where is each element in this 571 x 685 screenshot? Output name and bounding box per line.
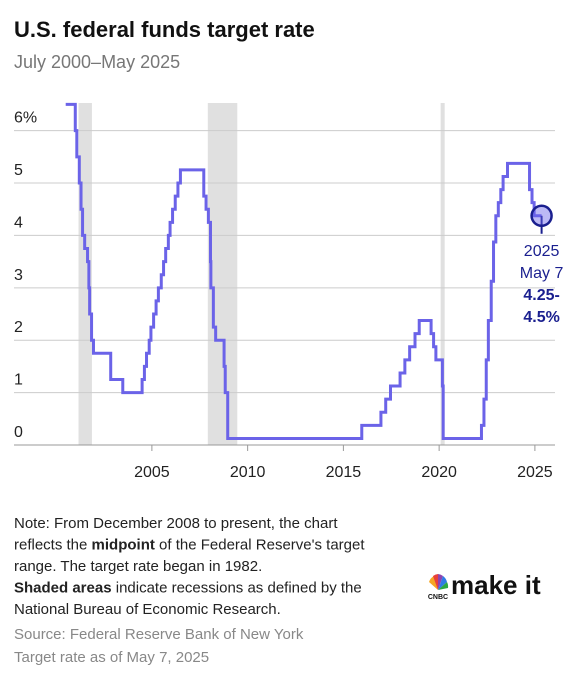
y-tick-label: 3 bbox=[14, 267, 23, 284]
recession-shade bbox=[440, 103, 445, 445]
note-line: Shaded areas indicate recessions as defi… bbox=[14, 580, 362, 597]
annotation: 2025 bbox=[524, 243, 560, 260]
note-run: midpoint bbox=[92, 537, 155, 554]
note-line: reflects the midpoint of the Federal Res… bbox=[14, 537, 365, 554]
peacock-icon bbox=[429, 574, 449, 590]
x-tick-label: 2025 bbox=[517, 464, 553, 481]
annotation: 4.5% bbox=[523, 309, 559, 326]
x-tick-label: 2015 bbox=[326, 464, 362, 481]
annotation: May 7 bbox=[520, 265, 564, 282]
rate-line bbox=[65, 102, 542, 440]
brand: make it bbox=[451, 570, 541, 600]
x-tick-label: 2020 bbox=[421, 464, 457, 481]
logo: CNBC make it bbox=[428, 570, 541, 601]
x-tick-label: 2010 bbox=[230, 464, 266, 481]
y-tick-label: 6% bbox=[14, 110, 37, 127]
annotation: 4.25- bbox=[523, 287, 559, 304]
source-line: Target rate as of May 7, 2025 bbox=[14, 649, 209, 666]
note-run: National Bureau of Economic Research. bbox=[14, 601, 281, 618]
note-run: of the Federal Reserve's target bbox=[155, 537, 365, 554]
chart-title: U.S. federal funds target rate bbox=[14, 17, 315, 42]
note-run: indicate recessions as defined by the bbox=[112, 580, 362, 597]
source-line: Source: Federal Reserve Bank of New York bbox=[14, 626, 304, 643]
note-run: reflects the bbox=[14, 537, 92, 554]
y-tick-label: 4 bbox=[14, 214, 23, 231]
y-tick-label: 0 bbox=[14, 424, 23, 441]
note-run: range. The target rate began in 1982. bbox=[14, 558, 262, 575]
chart-subtitle: July 2000–May 2025 bbox=[14, 52, 180, 72]
y-tick-label: 1 bbox=[14, 372, 23, 389]
y-tick-label: 5 bbox=[14, 162, 23, 179]
brand-small: CNBC bbox=[428, 594, 448, 601]
recession-shade bbox=[207, 103, 238, 445]
end-point bbox=[530, 204, 553, 228]
note-run: Shaded areas bbox=[14, 580, 112, 597]
note-line: Note: From December 2008 to present, the… bbox=[14, 515, 338, 532]
note-line: National Bureau of Economic Research. bbox=[14, 601, 281, 618]
note-run: Note: From December 2008 to present, the… bbox=[14, 515, 338, 532]
x-tick-label: 2005 bbox=[134, 464, 170, 481]
note-line: range. The target rate began in 1982. bbox=[14, 558, 262, 575]
y-tick-label: 2 bbox=[14, 319, 23, 336]
